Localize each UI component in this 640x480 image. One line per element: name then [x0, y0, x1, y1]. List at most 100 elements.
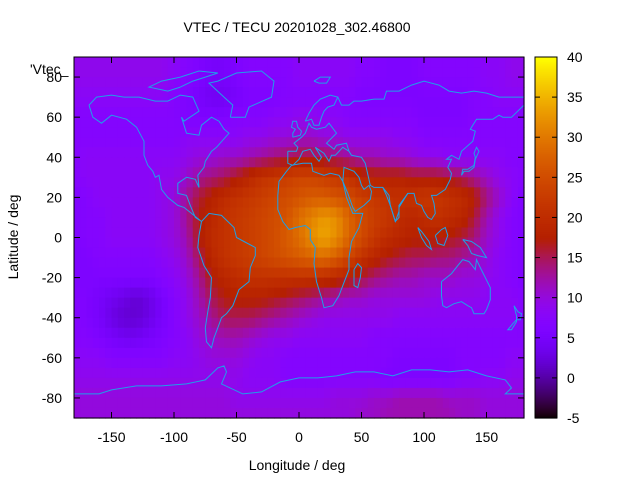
heatmap-cell — [105, 407, 113, 419]
heatmap-cell — [111, 197, 119, 209]
heatmap-cell — [386, 67, 394, 78]
heatmap-cell — [474, 307, 481, 319]
heatmap-cell — [155, 197, 163, 209]
heatmap-cell — [374, 207, 381, 219]
heatmap-cell — [80, 237, 88, 249]
heatmap-cell — [386, 97, 394, 108]
colorbar-segment — [535, 61, 557, 64]
heatmap-cell — [86, 297, 94, 309]
heatmap-cell — [280, 347, 288, 359]
heatmap-cell — [424, 357, 431, 369]
heatmap-cell — [299, 167, 306, 178]
heatmap-cell — [205, 297, 213, 309]
heatmap-cell — [105, 287, 113, 299]
heatmap-cell — [230, 407, 238, 419]
heatmap-cell — [286, 247, 294, 259]
heatmap-cell — [492, 277, 500, 289]
heatmap-cell — [455, 177, 463, 188]
heatmap-cell — [324, 347, 331, 359]
heatmap-cell — [355, 77, 363, 88]
heatmap-cell — [486, 207, 494, 219]
heatmap-cell — [455, 237, 463, 249]
heatmap-cell — [230, 247, 238, 259]
heatmap-cell — [236, 397, 244, 409]
heatmap-cell — [492, 117, 500, 128]
heatmap-cell — [80, 347, 88, 359]
heatmap-cell — [292, 297, 300, 309]
heatmap-cell — [149, 197, 156, 209]
heatmap-cell — [217, 77, 225, 88]
heatmap-cell — [211, 77, 219, 88]
heatmap-cell — [99, 337, 106, 349]
heatmap-cell — [80, 57, 88, 68]
heatmap-cell — [92, 127, 100, 138]
heatmap-cell — [467, 257, 475, 269]
heatmap-cell — [449, 397, 456, 409]
heatmap-cell — [386, 387, 394, 399]
heatmap-cell — [186, 277, 194, 289]
heatmap-cell — [149, 107, 156, 118]
heatmap-cell — [417, 317, 425, 329]
heatmap-cell — [311, 287, 319, 299]
heatmap-cell — [292, 357, 300, 369]
heatmap-cell — [92, 277, 100, 289]
heatmap-cell — [117, 307, 125, 319]
heatmap-cell — [430, 107, 438, 118]
heatmap-cell — [455, 207, 463, 219]
y-tick-label: -80 — [42, 390, 62, 406]
heatmap-cell — [161, 337, 169, 349]
heatmap-cell — [167, 277, 175, 289]
heatmap-cell — [317, 327, 325, 339]
heatmap-cell — [186, 57, 194, 68]
heatmap-cell — [292, 337, 300, 349]
heatmap-cell — [180, 107, 188, 118]
heatmap-cell — [130, 247, 138, 259]
heatmap-cell — [236, 87, 244, 98]
heatmap-cell — [492, 147, 500, 158]
heatmap-cell — [480, 77, 488, 88]
heatmap-cell — [436, 317, 444, 329]
heatmap-cell — [486, 157, 494, 168]
heatmap-cell — [442, 217, 450, 229]
heatmap-cell — [286, 337, 294, 349]
heatmap-cell — [361, 257, 369, 269]
heatmap-cell — [499, 177, 506, 188]
heatmap-cell — [217, 87, 225, 98]
heatmap-cell — [461, 307, 469, 319]
colorbar-segment — [535, 269, 557, 273]
heatmap-cell — [224, 367, 231, 379]
heatmap-cell — [449, 287, 456, 299]
heatmap-cell — [180, 97, 188, 108]
heatmap-cell — [480, 107, 488, 118]
heatmap-cell — [367, 227, 375, 239]
heatmap-cell — [180, 137, 188, 148]
heatmap-cell — [349, 367, 356, 379]
heatmap-cell — [242, 107, 250, 118]
heatmap-cell — [455, 117, 463, 128]
heatmap-cell — [136, 347, 144, 359]
heatmap-cell — [255, 307, 263, 319]
heatmap-cell — [336, 357, 344, 369]
heatmap-cell — [149, 297, 156, 309]
heatmap-cell — [436, 237, 444, 249]
heatmap-cell — [249, 107, 256, 118]
colorbar-segment — [535, 251, 557, 255]
heatmap-cell — [280, 127, 288, 138]
heatmap-cell — [274, 267, 281, 279]
heatmap-cell — [411, 167, 419, 178]
heatmap-cell — [474, 237, 481, 249]
heatmap-cell — [117, 217, 125, 229]
heatmap-cell — [80, 357, 88, 369]
colorbar-segment — [535, 125, 557, 128]
heatmap-cell — [180, 147, 188, 158]
colorbar-segment — [535, 355, 557, 359]
heatmap-cell — [230, 307, 238, 319]
heatmap-cell — [136, 137, 144, 148]
heatmap-cell — [186, 127, 194, 138]
heatmap-cell — [261, 397, 269, 409]
heatmap-cell — [242, 217, 250, 229]
heatmap-cell — [380, 167, 388, 178]
heatmap-cell — [330, 87, 338, 98]
heatmap-cell — [74, 97, 81, 108]
heatmap-cell — [474, 87, 481, 98]
